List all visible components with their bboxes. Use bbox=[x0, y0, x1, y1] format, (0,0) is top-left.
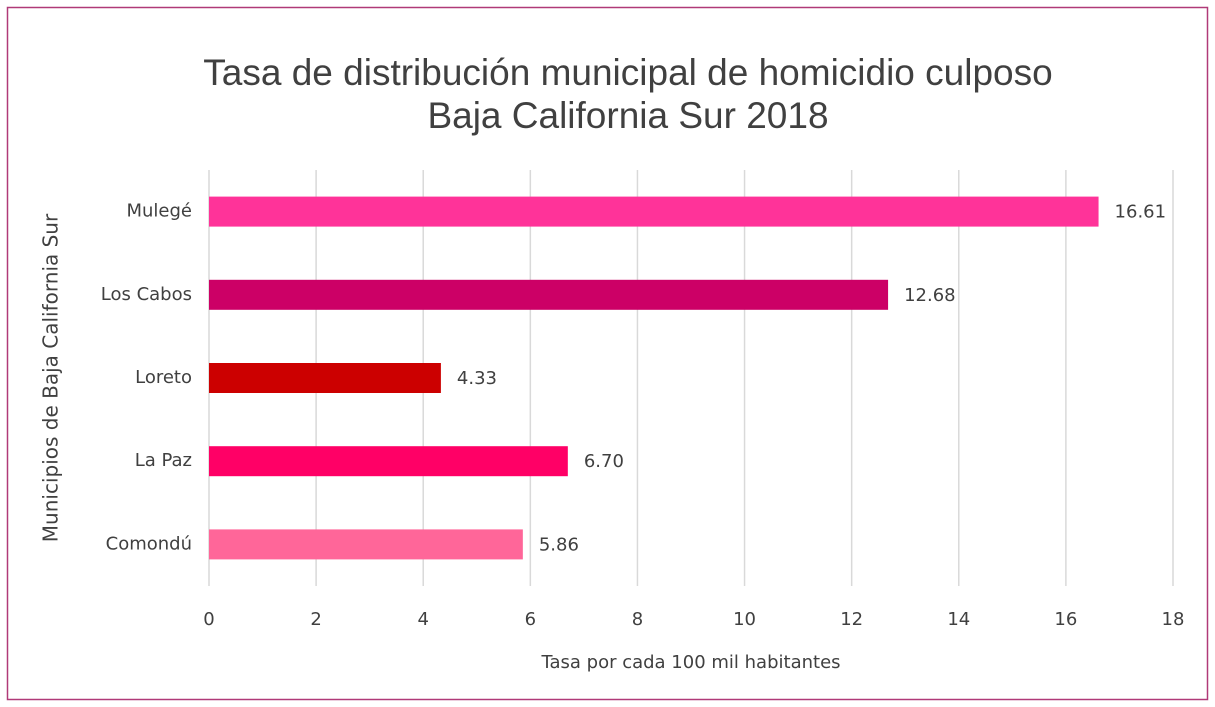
data-label: 12.68 bbox=[904, 285, 956, 306]
x-tick-label: 10 bbox=[733, 609, 756, 630]
data-label: 6.70 bbox=[584, 451, 624, 472]
bar bbox=[209, 196, 1099, 227]
bar bbox=[209, 363, 441, 393]
y-tick-label: La Paz bbox=[135, 450, 192, 471]
x-tick-label: 8 bbox=[632, 609, 643, 630]
y-tick-label: Los Cabos bbox=[101, 284, 192, 305]
chart-title: Tasa de distribución municipal de homici… bbox=[203, 52, 1052, 93]
data-label: 4.33 bbox=[457, 368, 497, 389]
chart-title: Baja California Sur 2018 bbox=[427, 95, 828, 136]
x-tick-label: 18 bbox=[1162, 609, 1185, 630]
data-label: 5.86 bbox=[539, 534, 579, 555]
chart-frame bbox=[6, 6, 1209, 701]
bar bbox=[209, 279, 889, 310]
x-tick-label: 14 bbox=[947, 609, 970, 630]
x-axis-label: Tasa por cada 100 mil habitantes bbox=[540, 652, 840, 673]
bar bbox=[209, 529, 523, 560]
x-tick-label: 0 bbox=[203, 609, 214, 630]
x-tick-label: 4 bbox=[417, 609, 428, 630]
x-tick-label: 16 bbox=[1054, 609, 1077, 630]
y-tick-label: Loreto bbox=[135, 367, 192, 388]
y-tick-label: Comondú bbox=[106, 533, 192, 554]
data-label: 16.61 bbox=[1115, 202, 1167, 223]
y-axis-label: Municipios de Baja California Sur bbox=[39, 213, 63, 542]
bar bbox=[209, 446, 568, 477]
x-tick-label: 6 bbox=[525, 609, 536, 630]
x-tick-label: 2 bbox=[310, 609, 321, 630]
x-tick-label: 12 bbox=[840, 609, 863, 630]
y-tick-label: Mulegé bbox=[126, 201, 192, 222]
